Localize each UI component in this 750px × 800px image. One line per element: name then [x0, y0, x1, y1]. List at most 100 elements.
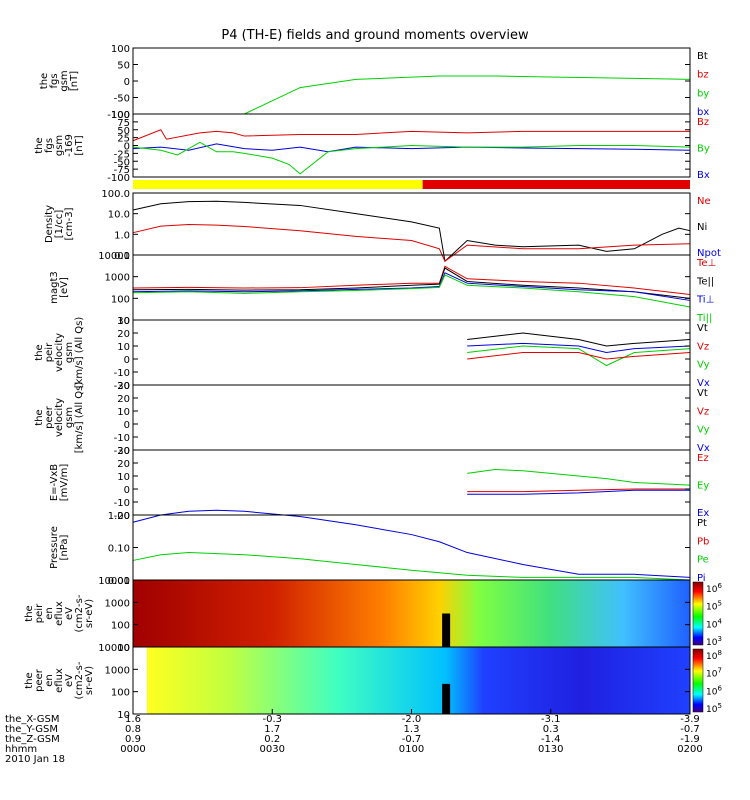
colorbar-label: 108: [706, 649, 722, 662]
y-tick-label: 0: [124, 142, 130, 153]
y-axis-label: [nT]: [74, 135, 85, 155]
y-axis-label: [1/cc]: [54, 210, 65, 239]
bottom-axis-value: -3.9: [680, 714, 700, 725]
bottom-axis-value: 1.6: [125, 714, 141, 725]
y-axis-label: (cm2-s-: [74, 594, 85, 632]
bottom-axis-value: 0030: [260, 744, 285, 755]
y-axis-label: eflux: [54, 668, 65, 693]
y-tick-label: 20: [117, 329, 130, 340]
y-axis-label: peir: [34, 603, 45, 623]
data-gap: [442, 613, 451, 647]
y-tick-label: 0: [124, 77, 130, 88]
bottom-axis-value: 0.2: [264, 734, 280, 745]
y-tick-label: 10000: [98, 643, 130, 654]
series-line-green: [132, 552, 691, 581]
panel-2: [133, 180, 690, 189]
y-axis-label: Density: [44, 205, 55, 243]
y-axis-label: [mV/m]: [59, 464, 70, 502]
colorbar-label: 106: [706, 582, 722, 595]
y-tick-label: 10: [117, 407, 130, 418]
y-axis-label: [km/s] (All Qs): [74, 317, 85, 389]
date-label: 2010 Jan 18: [5, 754, 65, 765]
panel-1: [132, 113, 691, 178]
series-line-red: [467, 352, 691, 360]
y-axis-label: gsm: [54, 135, 65, 156]
y-tick-label: -10: [114, 368, 130, 379]
y-tick-label: 1000: [105, 665, 130, 676]
heatmap-gap: [133, 647, 147, 714]
y-axis-label: the: [24, 605, 35, 621]
series-line-green: [132, 141, 691, 175]
bottom-axis-row-label: the_X-GSM: [5, 714, 59, 725]
colorbar-label: 103: [706, 635, 722, 648]
series-line-black: [132, 200, 691, 263]
legend-entry: Vt: [697, 388, 708, 399]
y-tick-label: -20: [114, 446, 130, 457]
legend-entry: Ti||: [696, 313, 712, 324]
y-tick-label: 10.0: [108, 210, 130, 221]
series-line-red: [132, 223, 691, 262]
bottom-axis-value: -2.0: [402, 714, 422, 725]
legend-entry: Ni: [697, 222, 707, 233]
panel-0: [132, 47, 691, 115]
panel-4: [132, 254, 691, 321]
panel-7: [132, 449, 691, 516]
y-axis-label: magt3: [49, 271, 60, 304]
legend-entry: bx: [697, 107, 709, 118]
bottom-axis-value: 1.3: [404, 724, 420, 735]
y-axis-label: fgs: [49, 73, 60, 88]
y-tick-label: 30: [117, 381, 130, 392]
series-line-black: [132, 267, 691, 299]
colorbar-label: 106: [706, 684, 722, 697]
legend-entry: Pe: [697, 555, 709, 566]
status-segment: [422, 180, 690, 189]
bottom-axis-value: -0.7: [402, 734, 422, 745]
y-tick-label: -25: [114, 149, 130, 160]
legend-entry: Pi: [697, 573, 706, 584]
bottom-axis-value: -0.3: [262, 714, 282, 725]
y-axis-label: the: [39, 73, 50, 89]
bottom-axis-value: -1.9: [680, 734, 700, 745]
y-tick-label: 10: [117, 342, 130, 353]
y-tick-label: 100: [111, 688, 130, 699]
y-axis-label: gsm: [64, 342, 75, 363]
y-tick-label: 25: [117, 134, 130, 145]
y-tick-label: -50: [114, 157, 130, 168]
series-line-green: [244, 75, 691, 115]
y-tick-label: -50: [114, 94, 130, 105]
y-axis-label: the: [24, 672, 35, 688]
y-axis-label: [nPa]: [59, 534, 70, 560]
bottom-axis-value: -3.1: [541, 714, 561, 725]
y-tick-label: 10: [117, 710, 130, 721]
series-line-blue: [132, 509, 691, 578]
panel-6: [132, 384, 691, 451]
legend-entry: Npot: [697, 248, 721, 259]
colorbar: [692, 581, 704, 646]
y-tick-label: -20: [114, 511, 130, 522]
y-axis-label: the: [34, 344, 45, 360]
y-tick-label: 0: [124, 485, 130, 496]
y-axis-label: E=-VxB: [49, 464, 60, 501]
y-tick-label: -75: [114, 165, 130, 176]
y-axis-label: velocity: [54, 398, 65, 437]
series-line-blue: [467, 489, 690, 495]
y-axis-label: peer: [44, 405, 55, 429]
legend-entry: Bz: [697, 117, 709, 128]
y-axis-label: [km/s] (All Qs): [74, 382, 85, 454]
panel-9: [132, 579, 704, 648]
legend-entry: Bt: [697, 51, 708, 62]
legend-entry: bz: [697, 70, 709, 81]
legend-entry: Vy: [697, 360, 710, 371]
y-tick-label: 10000: [98, 576, 130, 587]
y-axis-label: velocity: [54, 333, 65, 372]
bottom-axis-value: 0130: [538, 744, 563, 755]
bottom-axis-row-label: the_Y-GSM: [5, 724, 58, 735]
panel-frame: [132, 192, 691, 256]
y-tick-label: 0.01: [108, 576, 130, 587]
y-tick-label: 30: [117, 446, 130, 457]
y-tick-label: -10: [114, 498, 130, 509]
y-axis-label: fgs: [44, 138, 55, 153]
y-tick-label: 20: [117, 394, 130, 405]
series-line-black: [467, 332, 691, 347]
colorbar-label: 107: [706, 667, 722, 680]
